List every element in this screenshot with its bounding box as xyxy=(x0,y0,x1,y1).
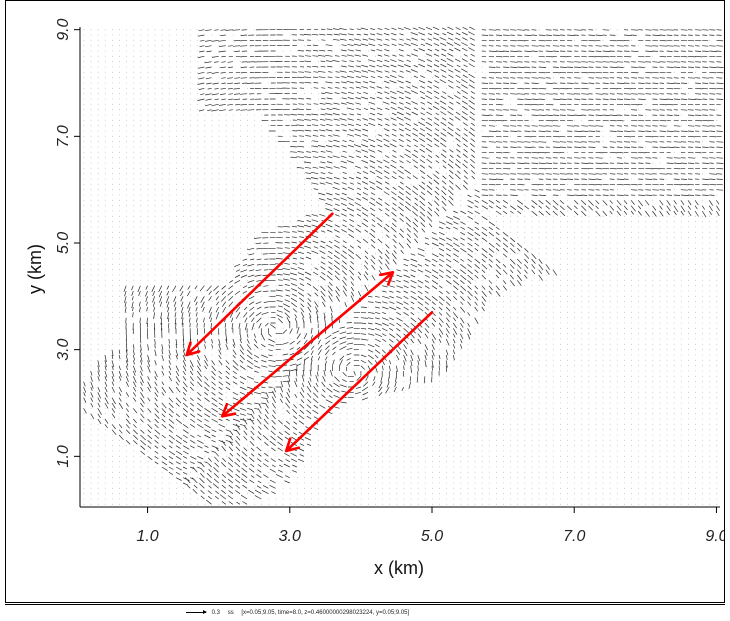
vector-field xyxy=(83,26,724,505)
footer-meta: [x=0.05;9.05, time=8.0, z=0.460000002980… xyxy=(241,610,410,616)
y-tick-label: 7.0 xyxy=(55,125,72,147)
y-axis-label: y (km) xyxy=(25,244,45,294)
y-tick-label: 3.0 xyxy=(55,338,72,360)
x-tick-label: 7.0 xyxy=(563,528,585,545)
x-tick-label: 5.0 xyxy=(421,528,443,545)
scale-value: 0.3 xyxy=(211,610,221,616)
velocity-field-chart: 1.0 3.0 5.0 7.0 9.0 1.0 3.0 5.0 7.0 9.0 x (km) y … xyxy=(25,18,728,578)
scale-unit: ss xyxy=(227,610,234,616)
x-tick-label: 9.0 xyxy=(705,528,724,545)
ticks: 1.0 3.0 5.0 7.0 9.0 1.0 3.0 5.0 7.0 9.0 xyxy=(55,18,728,545)
legend-footer: 0.3 ss [x=0.05;9.05, time=8.0, z=0.46000… xyxy=(186,609,410,616)
axes xyxy=(79,27,720,508)
y-tick-label: 1.0 xyxy=(55,445,72,467)
y-tick-label: 5.0 xyxy=(55,232,72,254)
annotation-arrow-2 xyxy=(220,271,395,418)
x-tick-label: 3.0 xyxy=(279,528,301,545)
scale-arrow-icon xyxy=(186,609,207,614)
annotation-arrow-1 xyxy=(185,212,334,357)
grid-dots xyxy=(83,29,718,505)
chart-frame: 1.0 3.0 5.0 7.0 9.0 1.0 3.0 5.0 7.0 9.0 x (km) y … xyxy=(5,0,728,603)
velocity-vectors xyxy=(83,26,724,505)
y-tick-label: 9.0 xyxy=(55,18,72,40)
x-tick-label: 1.0 xyxy=(136,528,158,545)
annotation-arrows xyxy=(185,212,434,453)
footer-divider xyxy=(5,604,725,605)
x-axis-label: x (km) xyxy=(374,558,424,578)
annotation-arrow-3 xyxy=(284,311,434,453)
